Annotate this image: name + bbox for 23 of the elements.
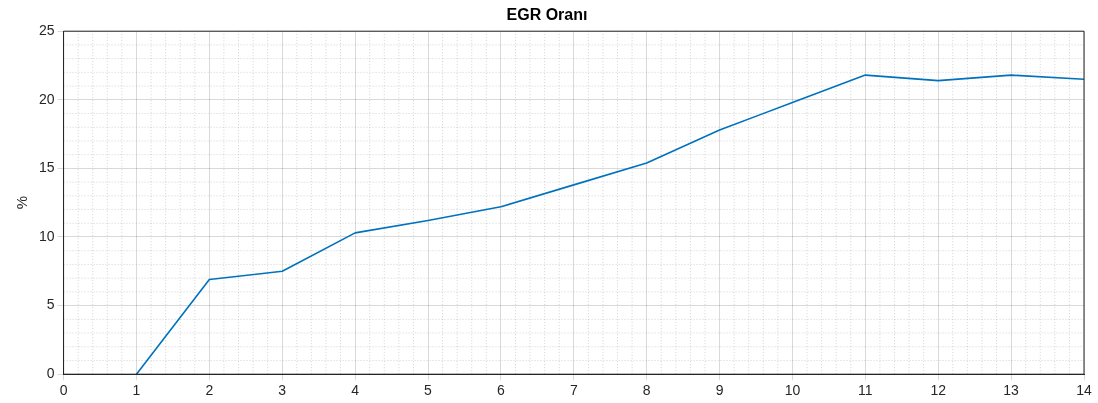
x-tick-label: 5 [424, 382, 433, 399]
y-tick-label: 10 [38, 227, 55, 244]
y-tick-label: 5 [46, 296, 55, 313]
x-tick-label: 0 [59, 382, 68, 399]
x-tick-label: 4 [351, 382, 360, 399]
x-tick-label: 1 [132, 382, 141, 399]
x-tick-label: 13 [1003, 382, 1020, 399]
y-tick-label: 0 [46, 365, 55, 382]
y-tick-label: 25 [38, 22, 55, 39]
chart-title: EGR Oranı [506, 6, 588, 24]
x-tick-label: 10 [784, 382, 801, 399]
y-tick-label: 15 [38, 159, 55, 176]
y-tick-label: 20 [38, 90, 55, 107]
x-tick-label: 3 [278, 382, 287, 399]
x-tick-label: 6 [497, 382, 505, 399]
x-tick-label: 2 [205, 382, 214, 399]
x-tick-label: 14 [1076, 382, 1092, 399]
x-tick-label: 7 [569, 382, 578, 399]
y-axis-title: % [13, 196, 31, 210]
x-tick-label: 8 [642, 382, 651, 399]
x-tick-label: 11 [858, 382, 873, 399]
x-tick-label: 9 [715, 382, 724, 399]
x-tick-label: 12 [930, 382, 947, 399]
